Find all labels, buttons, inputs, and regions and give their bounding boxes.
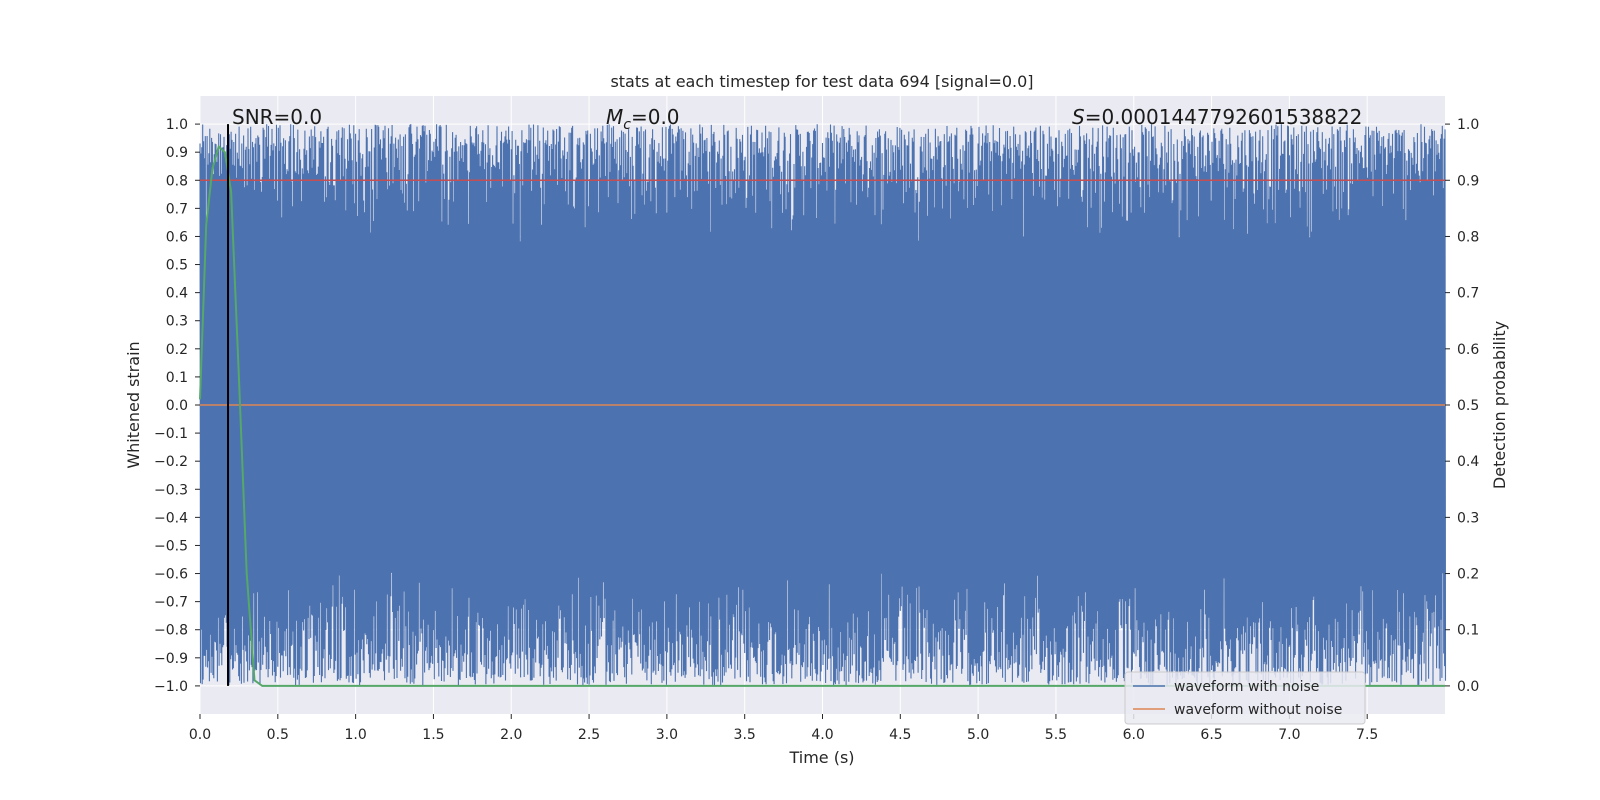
left-tick-label: 0.6: [166, 229, 188, 245]
snr-annotation: SNR=0.0: [232, 105, 322, 129]
series-waveform-with-noise: [199, 124, 1447, 686]
left-tick-label: −0.8: [154, 623, 188, 639]
x-axis-label: Time (s): [788, 748, 854, 767]
s-symbol: S: [1072, 105, 1085, 129]
legend-label-clean: waveform without noise: [1174, 702, 1342, 718]
left-tick-label: 0.4: [166, 286, 188, 302]
left-tick-label: 0.7: [166, 201, 188, 217]
mc-subscript: c: [623, 117, 631, 133]
x-tick-label: 6.5: [1200, 727, 1222, 743]
x-tick-label: 2.5: [578, 727, 600, 743]
x-tick-label: 5.0: [967, 727, 989, 743]
right-tick-label: 0.4: [1457, 454, 1479, 470]
x-tick-label: 1.5: [422, 727, 444, 743]
right-tick-label: 0.3: [1457, 510, 1479, 526]
x-tick-label: 7.0: [1278, 727, 1300, 743]
right-tick-label: 0.8: [1457, 229, 1479, 245]
x-tick-label: 5.5: [1045, 727, 1067, 743]
noise-waveform: [199, 124, 1447, 686]
left-tick-label: −0.3: [154, 482, 188, 498]
right-tick-label: 1.0: [1457, 117, 1479, 133]
x-tick-label: 6.0: [1123, 727, 1145, 743]
detection-probability-line: [199, 144, 1445, 687]
right-tick-label: 0.9: [1457, 173, 1479, 189]
right-axis-ticks: 1.0 0.9 0.8 0.7 0.6 0.5 0.4 0.3 0.2 0.1 0.0: [1445, 117, 1479, 695]
mc-symbol: M: [606, 105, 623, 129]
left-axis-label: Whitened strain: [124, 341, 143, 468]
legend: waveform with noise waveform without noi…: [1124, 671, 1366, 725]
right-axis-label: Detection probability: [1490, 321, 1509, 489]
left-tick-label: −0.7: [154, 595, 188, 611]
left-tick-label: 0.9: [166, 145, 188, 161]
right-tick-label: 0.0: [1457, 679, 1479, 695]
chart-lines: [199, 124, 1445, 687]
mc-annotation: Mc=0.0: [606, 105, 680, 133]
left-tick-label: 0.8: [166, 173, 188, 189]
left-tick-label: 0.2: [166, 342, 188, 358]
right-tick-label: 0.7: [1457, 286, 1479, 302]
left-tick-label: 0.0: [166, 398, 188, 414]
left-tick-label: −0.1: [154, 426, 188, 442]
s-annotation: S=0.0001447792601538822: [1072, 105, 1362, 129]
left-tick-label: 0.1: [166, 370, 188, 386]
x-tick-label: 4.0: [811, 727, 833, 743]
x-tick-label: 7.5: [1356, 727, 1378, 743]
right-tick-label: 0.1: [1457, 623, 1479, 639]
s-value: =0.0001447792601538822: [1085, 105, 1363, 129]
legend-box: [1124, 671, 1366, 725]
left-tick-label: 0.5: [166, 258, 188, 274]
left-tick-label: −0.6: [154, 567, 188, 583]
x-tick-label: 3.0: [656, 727, 678, 743]
left-tick-label: −0.5: [154, 538, 188, 554]
mc-value: =0.0: [631, 105, 680, 129]
right-tick-label: 0.2: [1457, 567, 1479, 583]
x-tick-label: 2.0: [500, 727, 522, 743]
left-tick-label: 0.3: [166, 314, 188, 330]
left-tick-label: −0.2: [154, 454, 188, 470]
left-axis-ticks: 1.0 0.9 0.8 0.7 0.6 0.5 0.4 0.3 0.2 0.1 0.0 −0.1 −0.…: [154, 117, 200, 695]
chart-title: stats at each timestep for test data 694…: [610, 72, 1033, 91]
x-tick-label: 3.5: [734, 727, 756, 743]
x-tick-label: 0.5: [267, 727, 289, 743]
right-tick-label: 0.6: [1457, 342, 1479, 358]
left-tick-label: −1.0: [154, 679, 188, 695]
legend-label-noise: waveform with noise: [1174, 679, 1319, 695]
right-tick-label: 0.5: [1457, 398, 1479, 414]
x-tick-label: 4.5: [889, 727, 911, 743]
left-tick-label: 1.0: [166, 117, 188, 133]
x-tick-label: 0.0: [189, 727, 211, 743]
left-tick-label: −0.9: [154, 651, 188, 667]
x-tick-label: 1.0: [344, 727, 366, 743]
x-axis-ticks: 0.0 0.5 1.0 1.5 2.0 2.5 3.0 3.5 4.0 4.5 5.0 5.5 6.0 6…: [189, 714, 1378, 743]
left-tick-label: −0.4: [154, 510, 188, 526]
